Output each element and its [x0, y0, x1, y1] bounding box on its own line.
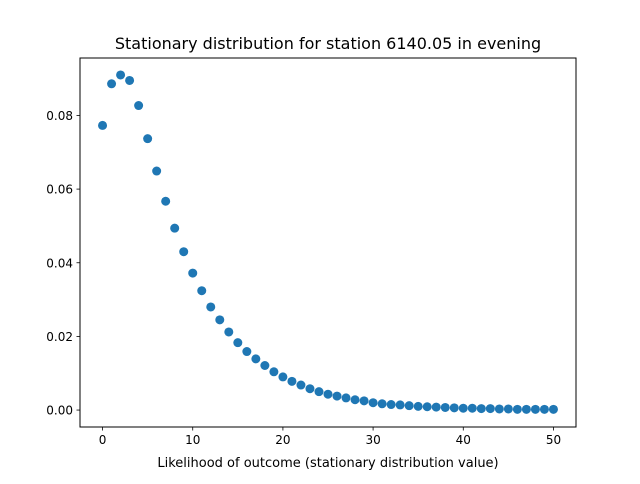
data-point — [512, 404, 522, 414]
data-point — [503, 404, 513, 414]
data-points — [98, 70, 558, 414]
data-point — [125, 75, 135, 85]
x-axis-label: Likelihood of outcome (stationary distri… — [157, 456, 498, 471]
data-point — [251, 354, 261, 364]
x-tick-label: 30 — [365, 433, 380, 447]
data-point — [485, 404, 495, 414]
data-point — [134, 101, 144, 111]
data-point — [359, 396, 369, 406]
data-point — [98, 120, 108, 130]
data-point — [197, 286, 207, 296]
data-point — [305, 384, 315, 394]
data-point — [116, 70, 126, 80]
data-point — [332, 391, 342, 401]
data-point — [458, 403, 468, 413]
data-point — [440, 402, 450, 412]
y-tick-label: 0.00 — [46, 404, 73, 418]
data-point — [188, 268, 198, 278]
data-point — [215, 315, 225, 325]
x-tick-label: 0 — [99, 433, 107, 447]
x-tick-label: 50 — [546, 433, 561, 447]
data-point — [521, 404, 531, 414]
x-tick-label: 20 — [275, 433, 290, 447]
data-point — [314, 387, 324, 397]
data-point — [539, 404, 549, 414]
y-tick-label: 0.06 — [46, 183, 73, 197]
data-point — [449, 403, 459, 413]
data-point — [413, 401, 423, 411]
data-point — [368, 398, 378, 408]
data-point — [179, 247, 189, 257]
y-tick-label: 0.04 — [46, 256, 73, 270]
data-point — [404, 401, 414, 411]
data-point — [422, 402, 432, 412]
plot-frame — [79, 57, 577, 428]
data-point — [260, 361, 270, 370]
x-tick-label: 10 — [185, 433, 200, 447]
chart-title: Stationary distribution for station 6140… — [115, 34, 541, 53]
x-tick-label: 40 — [456, 433, 471, 447]
data-point — [233, 338, 243, 348]
data-point — [377, 399, 387, 409]
data-point — [548, 404, 558, 414]
data-point — [152, 166, 162, 176]
y-tick-label: 0.02 — [46, 330, 73, 344]
data-point — [494, 404, 504, 414]
data-point — [170, 223, 180, 233]
data-point — [107, 79, 117, 89]
data-point — [350, 395, 360, 405]
data-point — [530, 404, 540, 414]
data-point — [224, 327, 234, 337]
data-point — [206, 302, 216, 312]
data-point — [242, 347, 252, 357]
y-tick-label: 0.08 — [46, 109, 73, 123]
data-point — [269, 367, 279, 377]
data-point — [386, 400, 396, 410]
data-point — [395, 400, 405, 410]
data-point — [467, 403, 477, 413]
data-point — [476, 404, 486, 414]
data-point — [341, 393, 351, 403]
data-point — [296, 380, 306, 390]
data-point — [323, 389, 333, 399]
data-point — [278, 372, 288, 382]
data-point — [161, 196, 171, 206]
data-point — [287, 376, 297, 386]
data-point — [143, 134, 153, 144]
axis-ticks: 0 10 20 30 40 50 0.00 0.02 0.04 0.06 0.08 — [46, 109, 561, 447]
data-point — [431, 402, 441, 412]
